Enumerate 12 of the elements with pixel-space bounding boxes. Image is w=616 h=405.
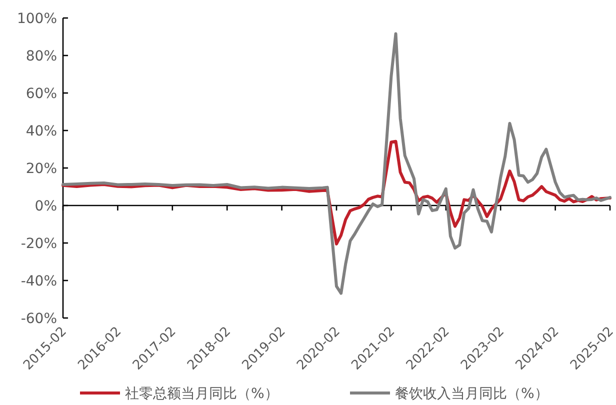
y-tick-label: -20% bbox=[20, 236, 57, 252]
y-tick-label: 80% bbox=[26, 48, 57, 64]
y-tick-label: -40% bbox=[20, 274, 57, 290]
legend-label: 社零总额当月同比（%） bbox=[125, 386, 278, 402]
line-series bbox=[62, 32, 612, 295]
y-tick-label: 20% bbox=[26, 161, 57, 177]
y-tick-label: 60% bbox=[26, 86, 57, 102]
y-tick-label: 0% bbox=[34, 198, 57, 214]
y-tick-label: 100% bbox=[16, 11, 57, 27]
legend-label: 餐饮收入当月同比（%） bbox=[395, 386, 548, 402]
y-tick-label: 40% bbox=[26, 124, 57, 140]
y-tick-label: -60% bbox=[20, 311, 57, 327]
